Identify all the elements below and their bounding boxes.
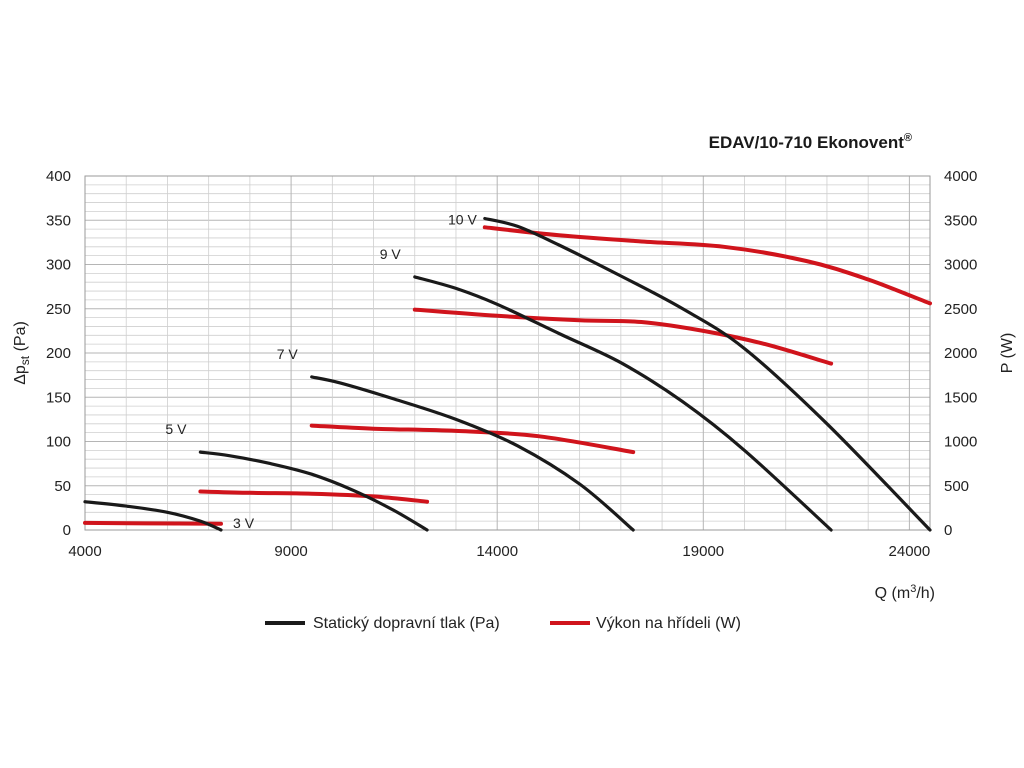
y-right-tick-label: 4000 bbox=[944, 168, 977, 185]
y-right-tick-label: 2000 bbox=[944, 345, 977, 362]
y-left-tick-label: 150 bbox=[46, 389, 71, 406]
y-left-tick-label: 250 bbox=[46, 301, 71, 318]
power-curve-5v bbox=[198, 489, 430, 504]
y-right-tick-label: 1500 bbox=[944, 389, 977, 406]
y-right-tick-label: 0 bbox=[944, 522, 952, 539]
power-curve-9v bbox=[412, 307, 834, 366]
y-right-tick-labels: 0 500 1000 1500 2000 2500 3000 3500 4000 bbox=[944, 168, 977, 539]
voltage-label-5v: 5 V bbox=[165, 421, 187, 437]
y-left-tick-label: 100 bbox=[46, 434, 71, 451]
y-right-tick-label: 1000 bbox=[944, 434, 977, 451]
y-left-tick-label: 50 bbox=[54, 478, 71, 495]
y-left-tick-labels: 0 50 100 150 200 250 300 350 400 bbox=[46, 168, 71, 539]
x-tick-label: 4000 bbox=[68, 543, 101, 560]
pressure-curve-3v bbox=[83, 500, 223, 532]
legend: Statický dopravní tlak (Pa) Výkon na hří… bbox=[265, 615, 741, 632]
x-tick-label: 9000 bbox=[274, 543, 307, 560]
pressure-curve-10v bbox=[483, 216, 932, 532]
y-left-tick-label: 200 bbox=[46, 345, 71, 362]
y-right-tick-label: 3000 bbox=[944, 257, 977, 274]
voltage-label-9v: 9 V bbox=[380, 246, 402, 262]
power-curves bbox=[83, 225, 932, 526]
power-curve-3v bbox=[83, 520, 223, 526]
y-axis-left-label: Δpst (Pa) bbox=[12, 321, 32, 385]
y-axis-right-label: P (W) bbox=[999, 333, 1016, 374]
chart-title: EDAV/10-710 Ekonovent® bbox=[709, 132, 912, 152]
x-tick-label: 14000 bbox=[476, 543, 518, 560]
registered-mark: ® bbox=[904, 132, 912, 144]
x-tick-label: 24000 bbox=[889, 543, 931, 560]
y-left-tick-label: 300 bbox=[46, 257, 71, 274]
pressure-curve-7v bbox=[310, 375, 635, 532]
x-tick-label: 19000 bbox=[682, 543, 724, 560]
pressure-curves bbox=[83, 216, 932, 532]
y-right-tick-label: 2500 bbox=[944, 301, 977, 318]
pressure-curve-5v bbox=[198, 450, 429, 532]
voltage-labels: 3 V 5 V 7 V 9 V 10 V bbox=[165, 211, 477, 531]
x-tick-labels: 4000 9000 14000 19000 24000 bbox=[68, 543, 930, 560]
pressure-curve-9v bbox=[413, 275, 833, 532]
y-left-tick-label: 400 bbox=[46, 168, 71, 185]
y-left-tick-label: 350 bbox=[46, 212, 71, 229]
y-right-tick-label: 3500 bbox=[944, 212, 977, 229]
x-axis-label: Q (m3/h) bbox=[875, 583, 935, 602]
power-curve-10v bbox=[482, 225, 932, 306]
legend-label-power: Výkon na hřídeli (W) bbox=[596, 615, 741, 632]
legend-label-pressure: Statický dopravní tlak (Pa) bbox=[313, 615, 500, 632]
y-left-tick-label: 0 bbox=[63, 522, 71, 539]
plot-frame bbox=[84, 175, 931, 531]
y-right-tick-label: 500 bbox=[944, 478, 969, 495]
voltage-label-3v: 3 V bbox=[233, 515, 255, 531]
voltage-label-10v: 10 V bbox=[448, 211, 477, 227]
power-curve-7v bbox=[309, 423, 636, 455]
voltage-label-7v: 7 V bbox=[277, 346, 299, 362]
